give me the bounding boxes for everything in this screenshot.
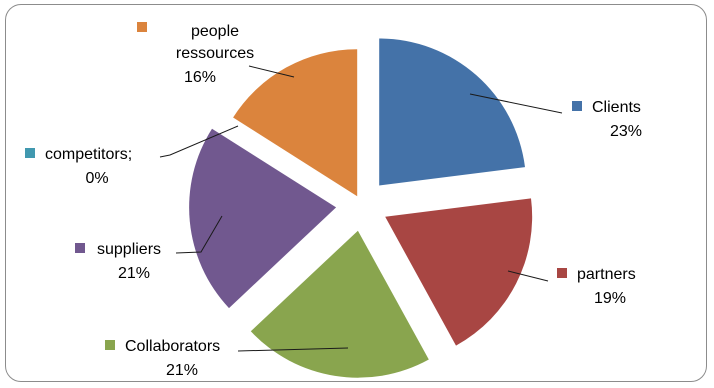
slice-label-suppliers: suppliers — [97, 241, 161, 258]
legend-swatch-people-ressources — [137, 22, 147, 32]
slice-people-ressources — [233, 49, 358, 197]
leader-line-clients — [469, 93, 563, 114]
leader-line-collaborators — [237, 347, 349, 352]
slice-value-suppliers: 21% — [118, 265, 150, 282]
slice-label-competitors: competitors; — [45, 146, 132, 163]
legend-swatch-collaborators — [105, 340, 115, 350]
leader-line-competitors — [159, 125, 239, 158]
slice-labels: Clients 23% partners 19% Collaborators 21% sup… — [25, 22, 642, 379]
slice-partners — [385, 198, 533, 346]
slice-value-people-ressources: 16% — [184, 69, 216, 86]
slice-clients — [379, 38, 525, 186]
slice-label-partners: partners — [577, 266, 636, 283]
slice-collaborators — [250, 230, 429, 378]
slice-value-clients: 23% — [610, 123, 642, 140]
leader-lines — [159, 65, 563, 352]
slice-label-people-ressources: people ressources — [176, 23, 254, 62]
slice-value-partners: 19% — [594, 290, 626, 307]
slice-suppliers — [189, 128, 337, 309]
pie-slices — [189, 38, 533, 378]
slice-label-collaborators: Collaborators — [125, 338, 220, 355]
legend-swatch-competitors — [25, 148, 35, 158]
leader-line-people-ressources — [248, 65, 295, 78]
legend-swatch-suppliers — [75, 243, 85, 253]
slice-value-competitors: 0% — [85, 170, 108, 187]
leader-line-suppliers — [175, 215, 223, 254]
slice-value-collaborators: 21% — [166, 362, 198, 379]
leader-line-partners — [507, 270, 549, 282]
legend-swatch-clients — [572, 101, 582, 111]
legend-swatch-partners — [557, 268, 567, 278]
slice-label-clients: Clients — [592, 99, 641, 116]
